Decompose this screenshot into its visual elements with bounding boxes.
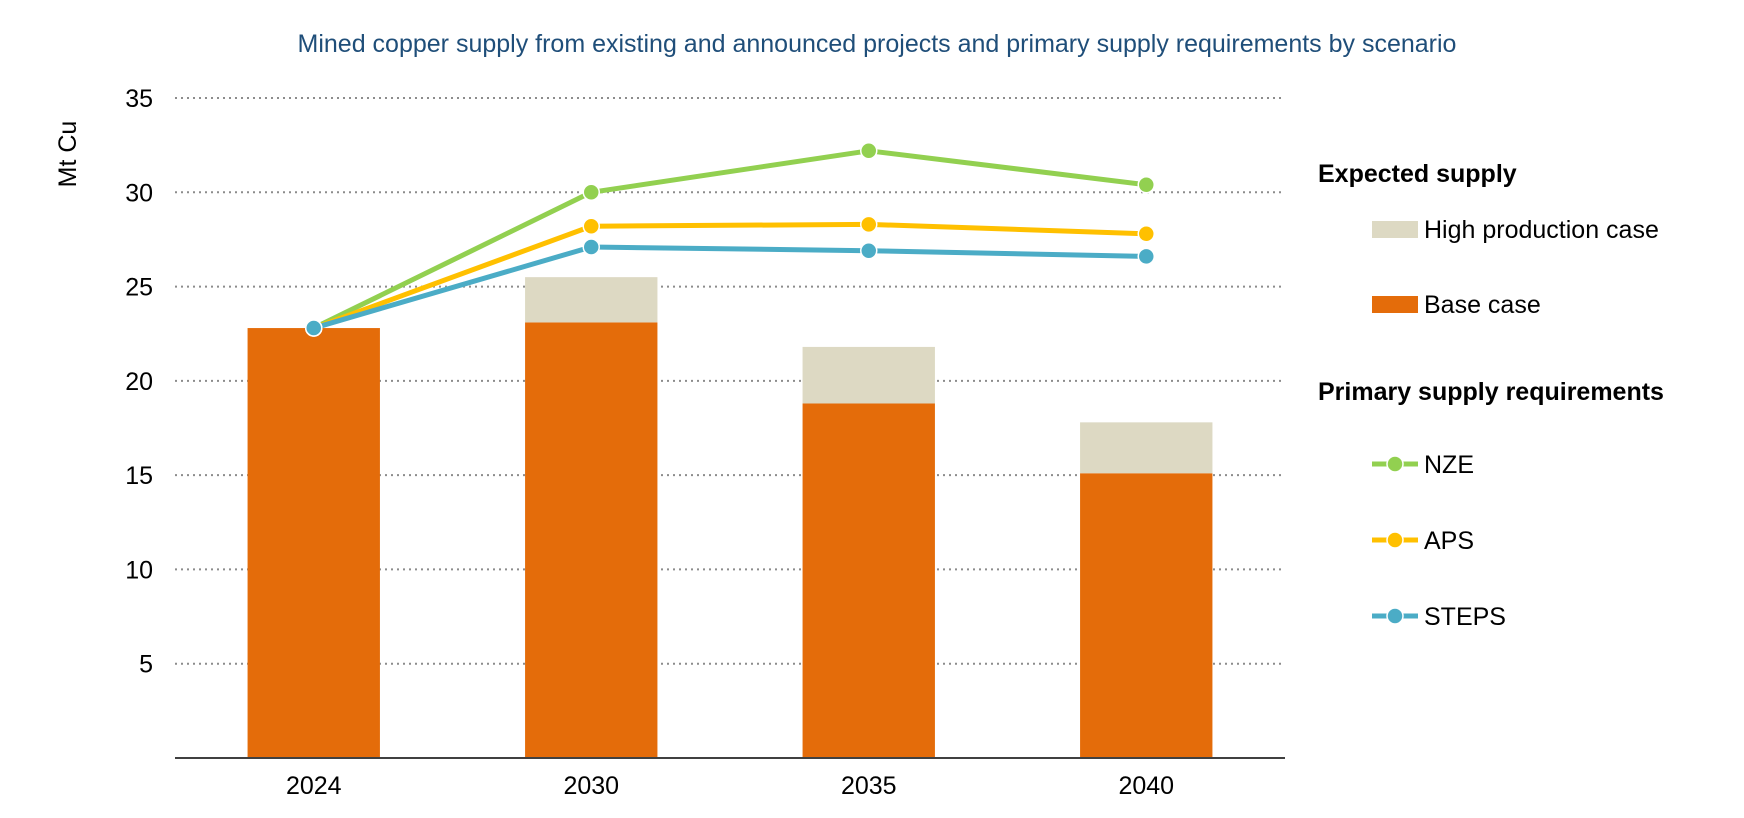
legend-label: NZE [1424, 451, 1474, 479]
point-steps-2040 [1137, 247, 1155, 266]
x-axis-ticks: 2024 2030 2035 2040 [286, 772, 1174, 800]
bar-base-case-2030 [525, 322, 658, 758]
legend-swatch [1372, 221, 1418, 238]
legend-label: Base case [1424, 291, 1541, 319]
bar-high-production-case-2035 [802, 346, 935, 404]
legend-marker [1386, 531, 1404, 549]
bar-base-case-2035 [802, 403, 935, 758]
legend-marker [1386, 607, 1404, 625]
legend-label: APS [1424, 527, 1474, 555]
point-aps-2030 [582, 217, 600, 235]
legend-heading: Primary supply requirements [1318, 378, 1664, 406]
legend-label: STEPS [1424, 603, 1506, 631]
legend-swatch [1372, 296, 1418, 313]
y-tick-label: 35 [125, 85, 153, 113]
bar-base-case-2040 [1080, 473, 1213, 758]
point-nze-2040 [1137, 175, 1155, 194]
bar-base-case-2024 [247, 328, 380, 758]
y-axis-ticks: 5 10 15 20 25 30 35 [125, 85, 153, 679]
point-aps-2035 [860, 215, 878, 234]
y-tick-label: 20 [125, 368, 153, 396]
bar-high-production-case-2030 [525, 277, 658, 323]
x-tick-label: 2024 [286, 772, 342, 800]
bar-high-production-case-2040 [1080, 422, 1213, 474]
line-steps [313, 244, 1147, 331]
legend-marker [1386, 455, 1404, 473]
point-steps-2024 [305, 319, 323, 337]
chart-title: Mined copper supply from existing and an… [298, 30, 1457, 58]
point-nze-2035 [860, 142, 878, 160]
x-tick-label: 2035 [841, 772, 897, 800]
x-tick-label: 2030 [563, 772, 619, 800]
y-tick-label: 15 [125, 462, 153, 490]
legend-heading: Expected supply [1318, 160, 1517, 188]
bars [247, 277, 1213, 758]
line-nze [312, 148, 1147, 331]
y-axis-label: Mt Cu [54, 121, 82, 188]
y-tick-label: 25 [125, 274, 153, 302]
point-aps-2040 [1137, 225, 1155, 243]
legend-label: High production case [1424, 216, 1659, 244]
y-tick-label: 10 [125, 556, 153, 584]
x-tick-label: 2040 [1118, 772, 1174, 800]
y-tick-label: 5 [139, 651, 153, 679]
y-tick-label: 30 [125, 179, 153, 207]
point-nze-2030 [582, 183, 600, 202]
scenario-lines [305, 142, 1155, 337]
line-aps [312, 221, 1147, 331]
point-steps-2030 [582, 238, 600, 256]
point-steps-2035 [860, 241, 878, 260]
legend: Expected supply High production case Base … [1318, 160, 1664, 631]
